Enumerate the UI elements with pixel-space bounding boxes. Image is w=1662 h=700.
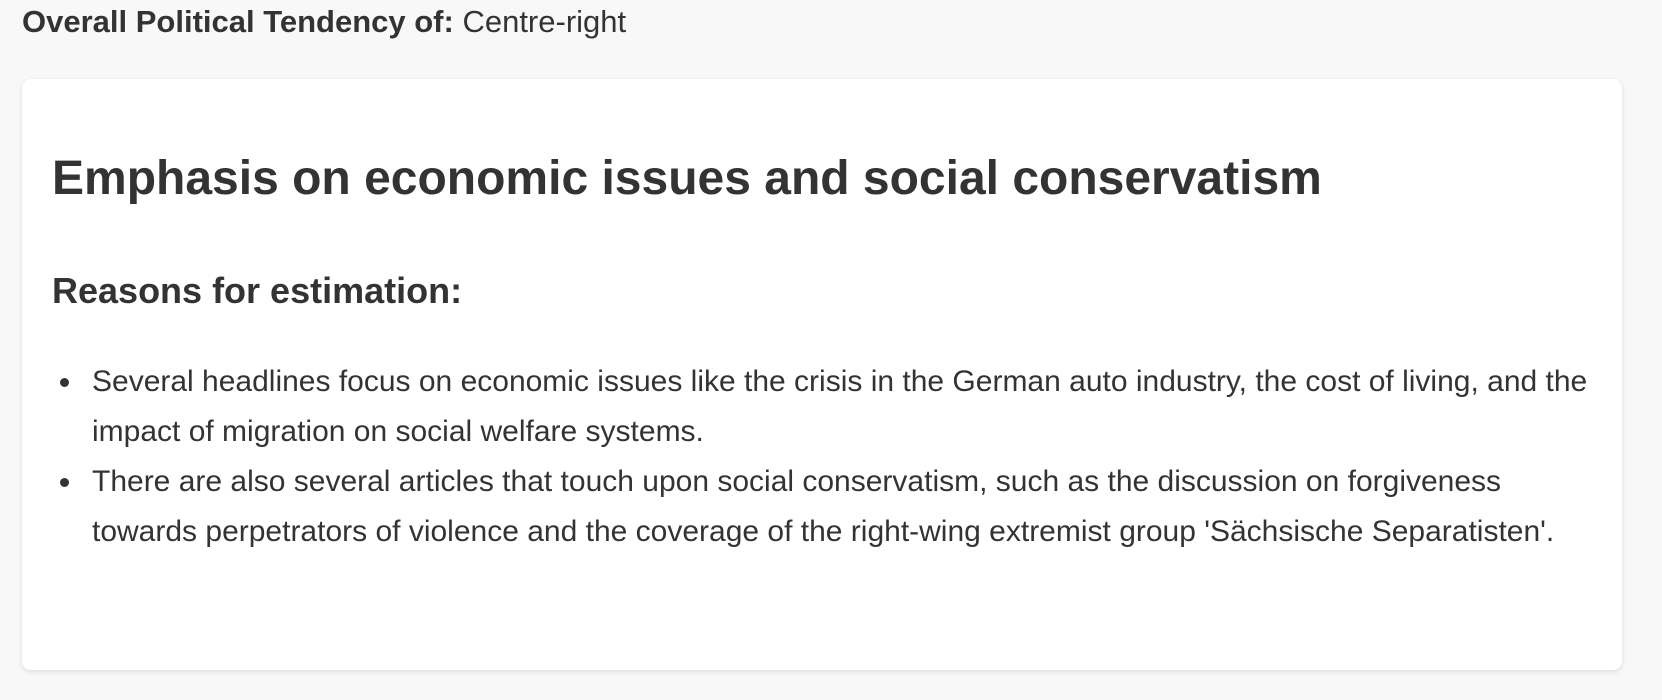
tendency-value: Centre-right (462, 4, 627, 39)
list-item: There are also several articles that tou… (52, 457, 1592, 557)
overall-tendency: Overall Political Tendency of: Centre-ri… (22, 2, 626, 42)
tendency-label: Overall Political Tendency of: (22, 4, 454, 39)
reason-text: There are also several articles that tou… (92, 465, 1555, 548)
estimation-card: Emphasis on economic issues and social c… (22, 79, 1622, 670)
reason-text: Several headlines focus on economic issu… (92, 365, 1588, 448)
reasons-heading: Reasons for estimation: (52, 270, 463, 311)
card-title: Emphasis on economic issues and social c… (52, 152, 1322, 205)
list-item: Several headlines focus on economic issu… (52, 357, 1592, 457)
bullet-icon (60, 378, 69, 387)
reasons-list: Several headlines focus on economic issu… (52, 357, 1592, 557)
bullet-icon (60, 478, 69, 487)
